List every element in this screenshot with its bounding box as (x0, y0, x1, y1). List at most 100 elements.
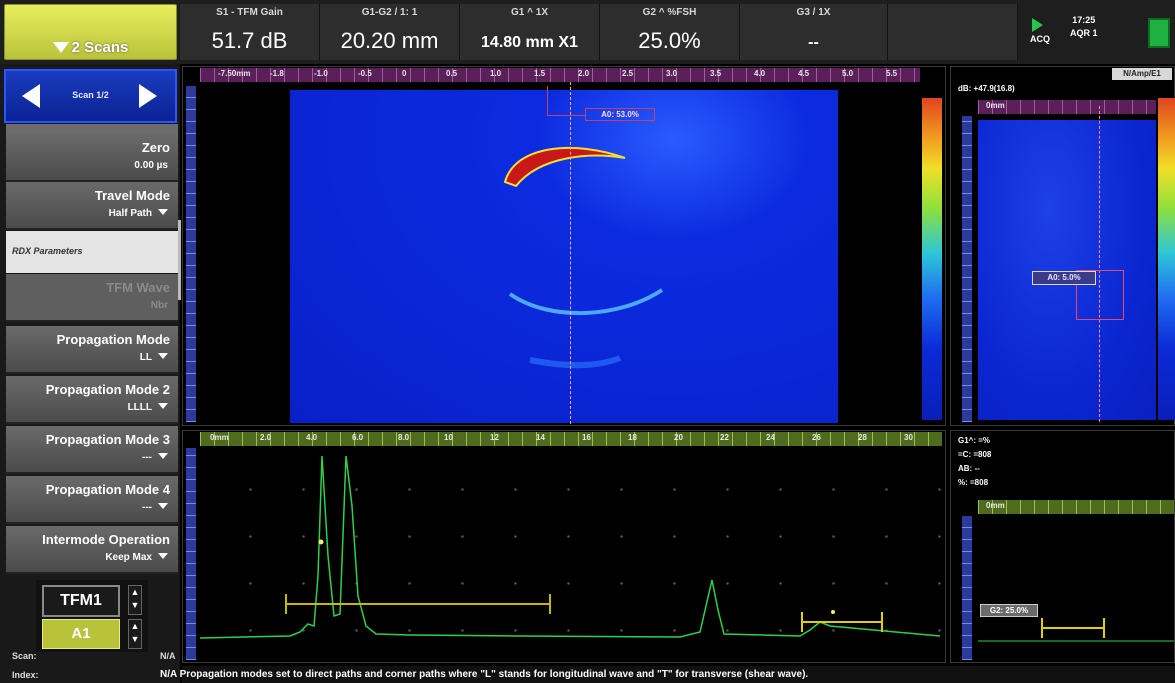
menu-travel-mode[interactable]: Travel Mode Half Path (6, 182, 178, 230)
menu-value: Half Path (109, 208, 168, 219)
group-tfm-button[interactable]: TFM1 (42, 585, 120, 617)
ruler-tick-label: 14 (536, 433, 545, 442)
menu-title: Propagation Mode 2 (45, 382, 170, 397)
next-arrow-icon[interactable] (139, 84, 157, 108)
reading-line: %: =808 (958, 478, 989, 487)
menu-zero[interactable]: Zero 0.00 µs (6, 134, 178, 182)
ruler-label: -7.50mm (218, 69, 251, 78)
reading-line: AB: -- (958, 464, 980, 473)
reading-panel-ruler: 0mm (978, 500, 1174, 514)
menu-value: --- (142, 502, 168, 513)
reading-label: G1-G2 / 1: 1 (361, 7, 418, 18)
ruler-tick-label: 1.0 (490, 69, 502, 78)
ruler-tick-label: -1.8 (270, 69, 284, 78)
help-bar (182, 666, 1175, 683)
gate-g2-mini[interactable] (1041, 618, 1105, 638)
index-position-label: Index: (12, 670, 39, 680)
menu-propagation-mode-3[interactable]: Propagation Mode 3 --- (6, 426, 178, 474)
ruler-tick-label: 12 (490, 433, 499, 442)
reading-panel-tag: G2: 25.0% (980, 604, 1038, 617)
menu-value-text: LLLL (127, 402, 152, 413)
reading-line: =C: =808 (958, 450, 992, 459)
previous-arrow-icon[interactable] (22, 84, 40, 108)
ruler-tick-label: 26 (812, 433, 821, 442)
menu-value-text: Keep Max (105, 552, 152, 563)
reading-value-number: 14.80 mm (481, 34, 554, 51)
tfm-cursor-leader (547, 86, 548, 116)
menu-title: TFM Wave (106, 280, 170, 295)
gate-g1[interactable] (285, 594, 551, 614)
menu-divider (6, 124, 178, 134)
ruler-tick-label: -0.5 (358, 69, 372, 78)
reading-value: 25.0% (638, 28, 701, 53)
menu-propagation-mode-4[interactable]: Propagation Mode 4 --- (6, 476, 178, 524)
group-spinner[interactable]: ▲ ▼ (128, 585, 142, 615)
scan-navigator: Scan 1/2 (4, 69, 177, 123)
menu-title: Zero (141, 140, 170, 155)
ruler-tick-label: 6.0 (352, 433, 364, 442)
a-scan-marker (318, 539, 324, 545)
gate-g2-marker (831, 610, 835, 614)
ruler-tick-label: 4.0 (306, 433, 318, 442)
c-scan-color-palette (1158, 98, 1175, 420)
ruler-tick-label: 24 (766, 433, 775, 442)
chevron-down-icon (158, 403, 168, 409)
play-icon (1032, 18, 1043, 32)
acq-label: ACQ (1030, 34, 1050, 44)
c-scan-source-badge[interactable]: N/Amp/E1 (1112, 68, 1172, 80)
ruler-tick-label: 2.5 (622, 69, 634, 78)
a-scan-signal (200, 455, 941, 639)
ruler-tick-label: -1.0 (314, 69, 328, 78)
gate-spinner[interactable]: ▲ ▼ (128, 619, 142, 649)
reading-panel-vertical-ruler (962, 516, 972, 660)
menu-intermode-operation[interactable]: Intermode Operation Keep Max (6, 526, 178, 574)
menu-title: Propagation Mode 4 (45, 482, 170, 497)
c-scan-selection-box[interactable] (1076, 270, 1124, 320)
clock-time: 17:25 (1072, 15, 1096, 25)
c-scan-cursor-tag: A0: 5.0% (1032, 271, 1096, 285)
menu-propagation-mode-2[interactable]: Propagation Mode 2 LLLL (6, 376, 178, 424)
reading-g1-depth[interactable]: G1 ^ 1X 14.80 mm X1 (460, 4, 600, 60)
reading-value: 20.20 mm (340, 28, 439, 53)
gate-g2[interactable] (801, 612, 883, 632)
ruler-tick-label: 0 (402, 69, 407, 78)
reading-g2-amplitude[interactable]: G2 ^ %FSH 25.0% (600, 4, 740, 60)
ruler-label: 0mm (986, 101, 1005, 110)
tfm-cursor-vertical[interactable] (570, 82, 571, 424)
tfm-cursor-tag: A0: 53.0% (585, 108, 655, 121)
acquisition-button[interactable]: ACQ (1030, 18, 1050, 44)
reading-value: 14.80 mm X1 (460, 34, 599, 52)
menu-propagation-mode[interactable]: Propagation Mode LL (6, 326, 178, 374)
menu-value: 0.00 µs (134, 160, 168, 171)
c-scan-horizontal-ruler: 0mm (978, 100, 1156, 114)
a-scan-vertical-ruler (186, 448, 196, 660)
reading-gate-distance[interactable]: G1-G2 / 1: 1 20.20 mm (320, 4, 460, 60)
rdx-parameters-section[interactable]: RDX Parameters (6, 231, 178, 273)
reading-panel-plot (978, 618, 1174, 642)
chevron-down-icon (158, 553, 168, 559)
ruler-tick-label: 28 (858, 433, 867, 442)
scans-button[interactable]: 2 Scans (4, 4, 177, 60)
tfm-cursor-leader (547, 115, 585, 116)
menu-value-text: Half Path (108, 208, 152, 219)
gate-a1-button[interactable]: A1 (42, 619, 120, 649)
reading-empty[interactable] (888, 4, 1018, 60)
reading-value-suffix: X1 (558, 34, 578, 51)
reading-g3[interactable]: G3 / 1X -- (740, 4, 888, 60)
menu-scrollbar[interactable] (178, 220, 181, 300)
menu-value-text: --- (142, 502, 152, 513)
c-scan-cursor[interactable] (1099, 106, 1100, 422)
menu-title: Propagation Mode (56, 332, 170, 347)
tfm-indications (503, 146, 664, 369)
menu-tfm-wave: TFM Wave Nbr (6, 274, 178, 322)
menu-value: --- (142, 452, 168, 463)
menu-value: Nbr (151, 300, 168, 311)
reading-label: G3 / 1X (796, 7, 831, 18)
ruler-tick-label: 1.5 (534, 69, 546, 78)
reading-gain[interactable]: S1 - TFM Gain 51.7 dB (180, 4, 320, 60)
c-scan-image[interactable] (978, 120, 1156, 420)
chevron-down-icon (158, 453, 168, 459)
a-scan-horizontal-ruler: 0mm 2.0 4.0 6.0 8.0 10 12 14 16 18 20 22… (200, 432, 942, 446)
clock-date: AQR 1 (1070, 28, 1098, 38)
chevron-down-icon (158, 209, 168, 215)
